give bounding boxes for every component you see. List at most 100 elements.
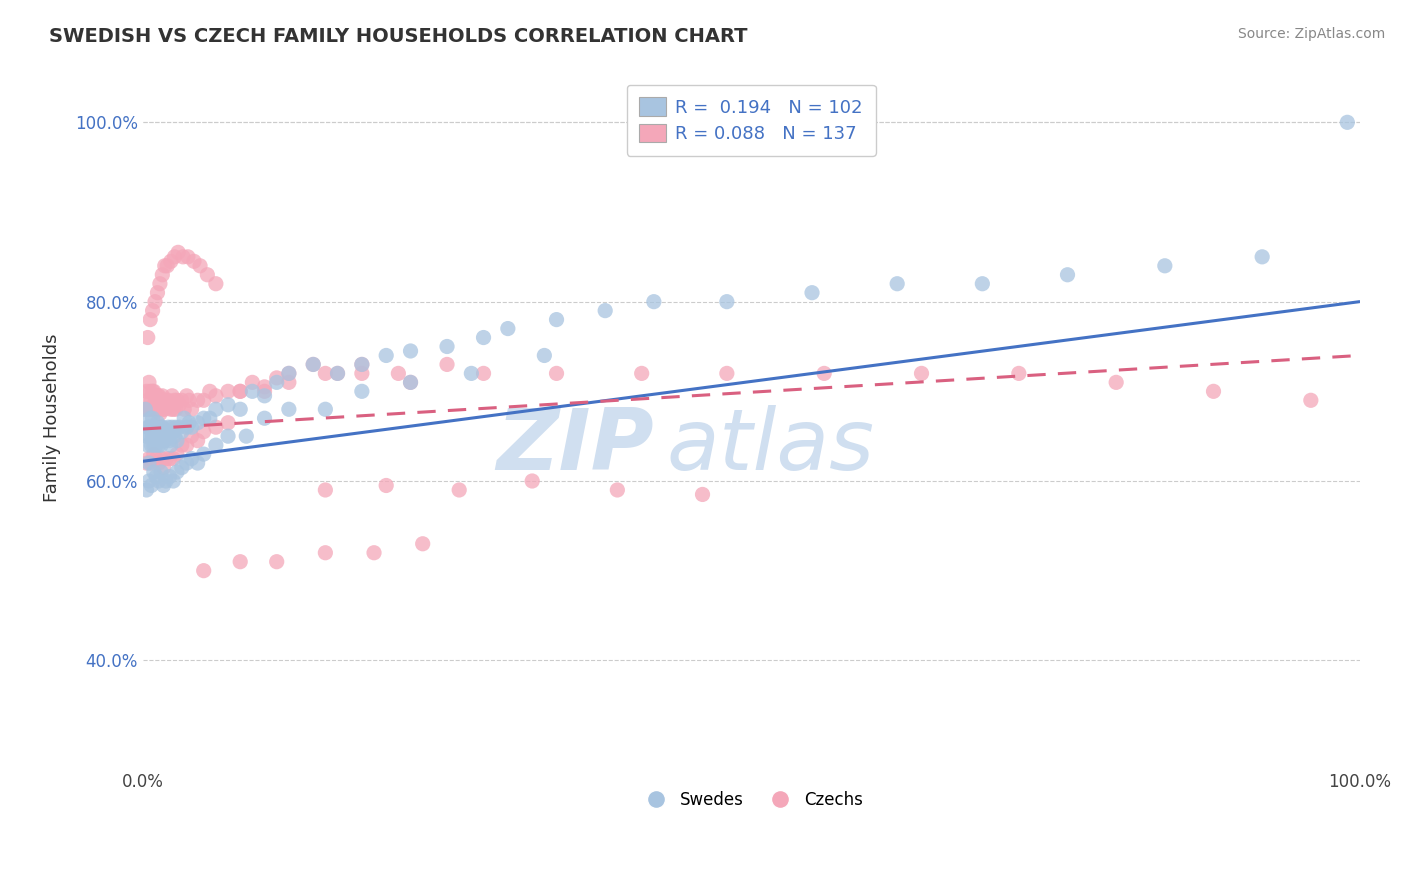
Point: [187, 416, 209, 430]
Point: [142, 447, 165, 461]
Point: [136, 438, 159, 452]
Point: [198, 411, 221, 425]
Point: [326, 367, 349, 381]
Point: [449, 483, 471, 497]
Point: [522, 474, 544, 488]
Point: [148, 456, 170, 470]
Point: [399, 376, 422, 390]
Point: [375, 478, 398, 492]
Point: [187, 456, 209, 470]
Point: [135, 456, 157, 470]
Point: [159, 469, 181, 483]
Point: [149, 398, 172, 412]
Point: [1153, 259, 1175, 273]
Point: [155, 474, 177, 488]
Point: [141, 420, 163, 434]
Point: [193, 425, 215, 439]
Point: [350, 358, 373, 372]
Point: [188, 259, 211, 273]
Point: [150, 429, 173, 443]
Point: [436, 339, 458, 353]
Point: [193, 564, 215, 578]
Point: [1056, 268, 1078, 282]
Point: [176, 420, 198, 434]
Point: [630, 367, 652, 381]
Point: [363, 546, 385, 560]
Point: [399, 343, 422, 358]
Point: [198, 384, 221, 399]
Point: [136, 330, 159, 344]
Point: [143, 420, 166, 434]
Point: [183, 254, 205, 268]
Point: [156, 429, 179, 443]
Point: [387, 367, 409, 381]
Point: [148, 474, 170, 488]
Point: [169, 398, 191, 412]
Point: [145, 393, 167, 408]
Point: [229, 555, 252, 569]
Point: [235, 429, 257, 443]
Point: [148, 438, 170, 452]
Point: [145, 451, 167, 466]
Point: [138, 474, 160, 488]
Point: [801, 285, 824, 300]
Point: [157, 420, 180, 434]
Point: [546, 312, 568, 326]
Point: [152, 478, 174, 492]
Point: [143, 294, 166, 309]
Point: [135, 483, 157, 497]
Text: Source: ZipAtlas.com: Source: ZipAtlas.com: [1237, 27, 1385, 41]
Point: [170, 425, 193, 439]
Point: [153, 259, 176, 273]
Point: [152, 393, 174, 408]
Point: [142, 402, 165, 417]
Point: [692, 487, 714, 501]
Point: [139, 429, 162, 443]
Point: [157, 393, 180, 408]
Point: [148, 402, 170, 417]
Point: [326, 367, 349, 381]
Point: [253, 411, 276, 425]
Point: [813, 367, 835, 381]
Point: [138, 402, 160, 417]
Point: [229, 384, 252, 399]
Point: [142, 303, 165, 318]
Point: [172, 250, 194, 264]
Point: [176, 456, 198, 470]
Point: [162, 451, 184, 466]
Point: [277, 376, 299, 390]
Point: [1202, 384, 1225, 399]
Point: [266, 376, 288, 390]
Point: [177, 250, 200, 264]
Point: [167, 245, 190, 260]
Point: [173, 402, 195, 417]
Point: [155, 393, 177, 408]
Point: [399, 376, 422, 390]
Point: [166, 393, 188, 408]
Point: [375, 349, 398, 363]
Point: [142, 420, 165, 434]
Point: [266, 555, 288, 569]
Point: [146, 389, 169, 403]
Point: [170, 438, 193, 452]
Point: [302, 358, 325, 372]
Point: [187, 434, 209, 448]
Text: SWEDISH VS CZECH FAMILY HOUSEHOLDS CORRELATION CHART: SWEDISH VS CZECH FAMILY HOUSEHOLDS CORRE…: [49, 27, 748, 45]
Point: [1336, 115, 1358, 129]
Point: [170, 460, 193, 475]
Point: [217, 429, 239, 443]
Point: [146, 416, 169, 430]
Point: [180, 402, 202, 417]
Point: [165, 420, 187, 434]
Point: [350, 358, 373, 372]
Point: [472, 367, 495, 381]
Point: [217, 416, 239, 430]
Point: [253, 384, 276, 399]
Point: [150, 389, 173, 403]
Point: [277, 402, 299, 417]
Point: [149, 407, 172, 421]
Point: [143, 429, 166, 443]
Point: [146, 434, 169, 448]
Point: [138, 456, 160, 470]
Point: [160, 420, 183, 434]
